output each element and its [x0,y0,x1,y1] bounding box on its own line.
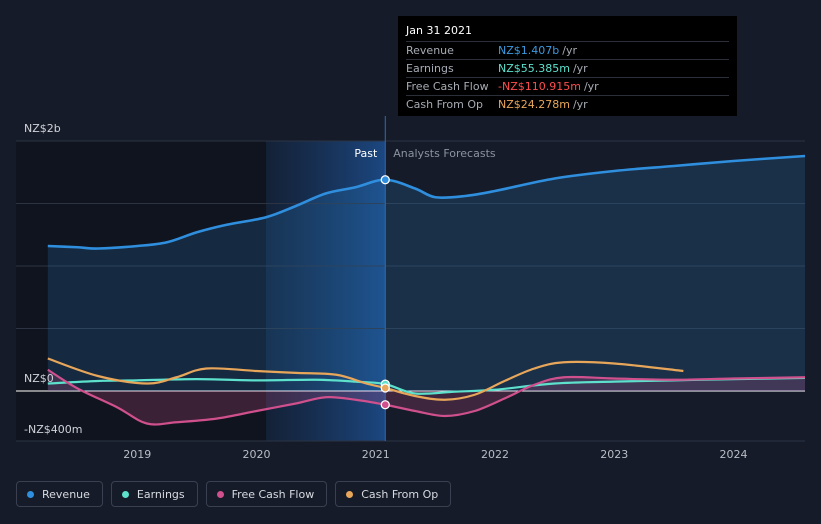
tooltip-unit: /yr [562,44,577,57]
earnings-dot-icon [121,490,129,498]
tooltip-value: NZ$55.385m [498,62,570,75]
free-cash-flow-marker [380,400,390,410]
x-tick-label: 2019 [123,448,151,461]
revenue-dot-icon [27,490,34,498]
tooltip-value: NZ$1.407b [498,44,560,57]
hover-markers [380,175,390,410]
tooltip-row-earnings: Earnings NZ$55.385m /yr [406,59,729,77]
tooltip-label: Cash From Op [406,98,484,111]
grid [16,140,805,442]
chart-legend: Revenue Earnings Free Cash Flow Cash Fro… [16,481,452,507]
legend-item-cash-from-op[interactable]: Cash From Op [335,481,452,507]
x-tick-label: 2024 [719,448,747,461]
tooltip-label: Revenue [406,44,454,57]
past-label: Past [354,147,378,160]
tooltip-unit: /yr [583,80,599,93]
revenue-marker [380,175,390,185]
y-tick-label: NZ$2b [24,122,61,135]
cash-from-op-dot-icon [346,490,354,498]
tooltip-date: Jan 31 2021 [406,24,472,37]
forecast-label: Analysts Forecasts [393,147,496,160]
tooltip-value: NZ$24.278m [498,98,570,111]
cash-from-op-marker [380,383,390,393]
legend-item-free-cash-flow[interactable]: Free Cash Flow [205,481,328,507]
tooltip-label: Free Cash Flow [406,80,489,93]
revenue-line [47,154,806,250]
legend-label: Revenue [42,487,90,501]
revenue-area [47,156,805,391]
x-tick-label: 2023 [600,448,628,461]
legend-label: Earnings [136,487,185,501]
x-tick-label: 2022 [481,448,509,461]
tooltip-row-cash-from-op: Cash From Op NZ$24.278m /yr [406,95,729,113]
tooltip-label: Earnings [406,62,454,75]
y-tick-label: NZ$0 [24,372,54,385]
legend-item-earnings[interactable]: Earnings [110,481,198,507]
legend-item-revenue[interactable]: Revenue [16,481,103,507]
tooltip-row-free-cash-flow: Free Cash Flow -NZ$110.915m /yr [406,77,729,95]
x-tick-label: 2020 [242,448,270,461]
tooltip-value: -NZ$110.915m [498,80,581,93]
legend-label: Cash From Op [361,487,439,501]
tooltip-unit: /yr [572,98,588,111]
axis-labels: NZ$2b NZ$0 -NZ$400m 2019 2020 2021 2022 2023 202… [24,122,747,461]
legend-label: Free Cash Flow [231,487,315,501]
tooltip-unit: /yr [572,62,588,75]
y-tick-label: -NZ$400m [24,423,82,436]
x-tick-label: 2021 [362,448,390,461]
hover-tooltip: Jan 31 2021 Revenue NZ$1.407b /yr Earnin… [398,16,737,116]
free-cash-flow-dot-icon [216,490,224,498]
cash-from-op-line [47,357,684,401]
tooltip-row-revenue: Revenue NZ$1.407b /yr [406,41,729,59]
